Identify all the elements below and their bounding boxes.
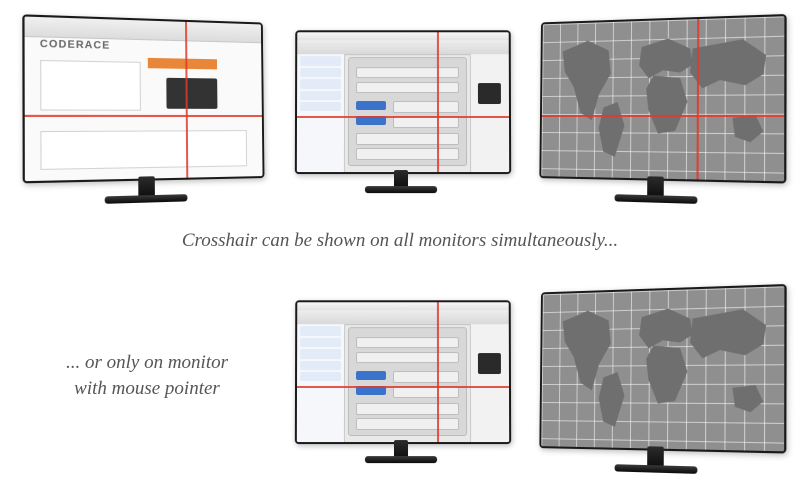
sidebar-item <box>300 79 341 88</box>
settings-main-panel <box>348 57 467 166</box>
world-map-icon <box>541 286 784 451</box>
settings-field <box>356 67 459 79</box>
settings-field <box>356 148 459 160</box>
monitor-right-top <box>539 14 782 220</box>
sidebar-item <box>300 349 341 358</box>
settings-chip-blue <box>356 371 386 380</box>
crosshair-horizontal <box>542 115 784 117</box>
monitor-stand-base <box>365 186 437 193</box>
website-panel-2 <box>40 130 247 169</box>
monitor-right-bottom <box>539 284 782 490</box>
monitor-stand-base <box>615 464 698 474</box>
sidebar-item <box>300 91 341 100</box>
website-accent-bar <box>148 58 217 69</box>
screen-settings <box>295 300 511 444</box>
settings-toolbar <box>297 311 509 326</box>
caption-all-monitors: Crosshair can be shown on all monitors s… <box>0 228 800 254</box>
caption-only-monitor: ... or only on monitor with mouse pointe… <box>32 350 262 401</box>
screen-worldmap <box>539 14 786 184</box>
settings-field <box>356 418 459 430</box>
monitor-center-bottom <box>295 300 508 478</box>
infographic-stage: CODERACE <box>0 0 800 500</box>
settings-field <box>393 371 458 383</box>
settings-field <box>356 133 459 145</box>
settings-right-pane <box>470 55 509 172</box>
sidebar-item <box>300 102 341 111</box>
screen-website: CODERACE <box>22 14 264 183</box>
sidebar-item <box>300 361 341 370</box>
sidebar-item <box>300 327 341 336</box>
settings-main-panel <box>348 327 467 436</box>
monitor-stand-base <box>105 194 188 204</box>
settings-chip-blue <box>356 101 386 110</box>
caption-line-2: with mouse pointer <box>74 378 220 399</box>
screen-worldmap <box>539 284 786 454</box>
crosshair-horizontal <box>297 386 509 388</box>
world-map-icon <box>541 16 784 181</box>
sidebar-item <box>300 57 341 66</box>
monitor-stand-base <box>365 456 437 463</box>
sidebar-item <box>300 372 341 381</box>
monitor-stand-base <box>615 194 698 204</box>
monitor-center-top <box>295 30 508 208</box>
caption-text: Crosshair can be shown on all monitors s… <box>182 230 618 251</box>
settings-field <box>356 352 459 364</box>
crosshair-horizontal <box>297 116 509 118</box>
settings-field <box>393 101 458 113</box>
settings-sidebar <box>297 325 345 442</box>
settings-field <box>356 82 459 94</box>
settings-thumbnail <box>478 353 501 374</box>
settings-right-pane <box>470 325 509 442</box>
settings-sidebar <box>297 55 345 172</box>
settings-toolbar <box>297 41 509 56</box>
crosshair-vertical <box>437 32 439 172</box>
settings-field <box>356 337 459 349</box>
screen-settings <box>295 30 511 174</box>
settings-field <box>356 403 459 415</box>
crosshair-horizontal <box>25 115 262 117</box>
website-logo: CODERACE <box>40 38 110 51</box>
settings-thumbnail <box>478 83 501 104</box>
caption-line-1: ... or only on monitor <box>66 352 228 373</box>
sidebar-item <box>300 338 341 347</box>
website-mini-monitor <box>167 78 218 109</box>
website-panel-1 <box>40 59 141 110</box>
sidebar-item <box>300 68 341 77</box>
crosshair-vertical <box>437 302 439 442</box>
monitor-left-top: CODERACE <box>22 14 261 220</box>
